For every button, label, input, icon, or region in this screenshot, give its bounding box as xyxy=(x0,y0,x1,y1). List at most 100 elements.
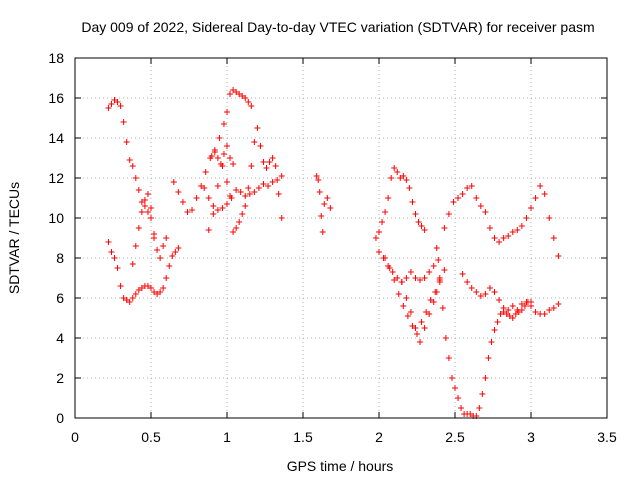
data-point xyxy=(391,277,398,283)
data-point xyxy=(233,225,240,231)
data-point xyxy=(414,331,420,337)
data-point xyxy=(486,225,493,231)
data-point xyxy=(278,215,285,221)
data-point xyxy=(214,183,221,189)
data-point xyxy=(376,229,382,235)
data-point xyxy=(132,175,139,181)
data-point xyxy=(160,285,167,291)
data-point xyxy=(105,239,112,245)
data-point xyxy=(430,263,437,269)
data-point xyxy=(220,151,227,157)
series-arc-8 xyxy=(313,173,334,235)
data-point xyxy=(391,165,398,171)
x-tick-label: 0.5 xyxy=(141,429,161,445)
data-point xyxy=(458,405,465,411)
data-point xyxy=(105,105,112,111)
data-point xyxy=(230,161,237,167)
data-point xyxy=(423,309,430,315)
y-tick-label: 14 xyxy=(48,130,64,146)
data-point xyxy=(412,325,419,331)
data-point xyxy=(421,325,428,331)
data-point xyxy=(394,275,401,281)
data-point xyxy=(403,275,410,281)
data-point xyxy=(148,285,154,291)
data-point xyxy=(214,207,221,213)
data-point xyxy=(224,143,230,149)
data-point xyxy=(274,177,281,183)
data-point xyxy=(550,235,557,241)
data-point xyxy=(512,311,519,317)
x-tick-label: 3.5 xyxy=(597,429,617,445)
series-arc-2 xyxy=(105,239,182,305)
data-point xyxy=(496,297,503,303)
data-point xyxy=(184,209,191,215)
data-point xyxy=(123,139,130,145)
data-point xyxy=(459,271,466,277)
data-point xyxy=(445,211,452,217)
data-point xyxy=(415,219,422,225)
data-point xyxy=(220,121,227,127)
data-point xyxy=(219,205,226,211)
data-point xyxy=(546,307,553,313)
data-point xyxy=(154,247,161,253)
data-point xyxy=(389,269,396,275)
series-arc-3 xyxy=(129,191,170,267)
data-points xyxy=(105,87,562,419)
data-point xyxy=(496,239,503,245)
data-point xyxy=(468,285,475,291)
data-point xyxy=(409,323,416,329)
data-point xyxy=(500,235,507,241)
data-point xyxy=(417,339,424,345)
data-point xyxy=(266,159,273,165)
data-point xyxy=(491,235,498,241)
data-point xyxy=(242,203,249,209)
data-point xyxy=(464,185,471,191)
data-point xyxy=(372,235,379,241)
data-point xyxy=(459,191,466,197)
data-point xyxy=(450,199,457,205)
series-arc-15 xyxy=(459,271,562,317)
data-point xyxy=(227,91,234,97)
x-tick-label: 0 xyxy=(71,429,79,445)
data-point xyxy=(272,163,279,169)
data-point xyxy=(126,157,133,163)
data-point xyxy=(236,91,243,97)
data-point xyxy=(123,297,130,303)
series-arc-11 xyxy=(382,255,448,337)
data-point xyxy=(400,303,407,309)
data-point xyxy=(382,255,389,261)
data-point xyxy=(407,309,414,315)
y-tick-label: 8 xyxy=(56,250,64,266)
data-point xyxy=(497,311,504,317)
y-tick-label: 12 xyxy=(48,170,64,186)
data-point xyxy=(506,313,513,319)
data-point xyxy=(120,295,127,301)
data-point xyxy=(523,215,530,221)
plot-frame xyxy=(74,57,608,419)
data-point xyxy=(476,405,483,411)
x-tick-label: 2 xyxy=(375,429,383,445)
data-point xyxy=(163,235,170,241)
data-point xyxy=(532,309,539,315)
axis-ticks: 0 0.5 1 1.5 2 2.5 3 3.5 0 2 4 6 8 10 12 14 16 18 xyxy=(48,50,617,445)
data-point xyxy=(172,249,179,255)
data-point xyxy=(275,191,282,197)
data-point xyxy=(537,183,544,189)
data-point xyxy=(263,165,270,171)
data-point xyxy=(260,159,267,165)
data-point xyxy=(379,219,386,225)
series-arc-1 xyxy=(105,97,158,241)
data-point xyxy=(126,299,133,305)
series-arc-10 xyxy=(376,249,442,285)
data-point xyxy=(224,201,230,207)
data-point xyxy=(555,301,562,307)
data-point xyxy=(251,139,258,145)
series-arc-7 xyxy=(208,143,237,167)
series-arc-4 xyxy=(170,87,255,215)
data-point xyxy=(254,125,261,131)
data-point xyxy=(316,189,323,195)
data-point xyxy=(135,287,142,293)
data-point xyxy=(388,175,395,181)
data-point xyxy=(421,227,428,233)
data-point xyxy=(242,95,249,101)
